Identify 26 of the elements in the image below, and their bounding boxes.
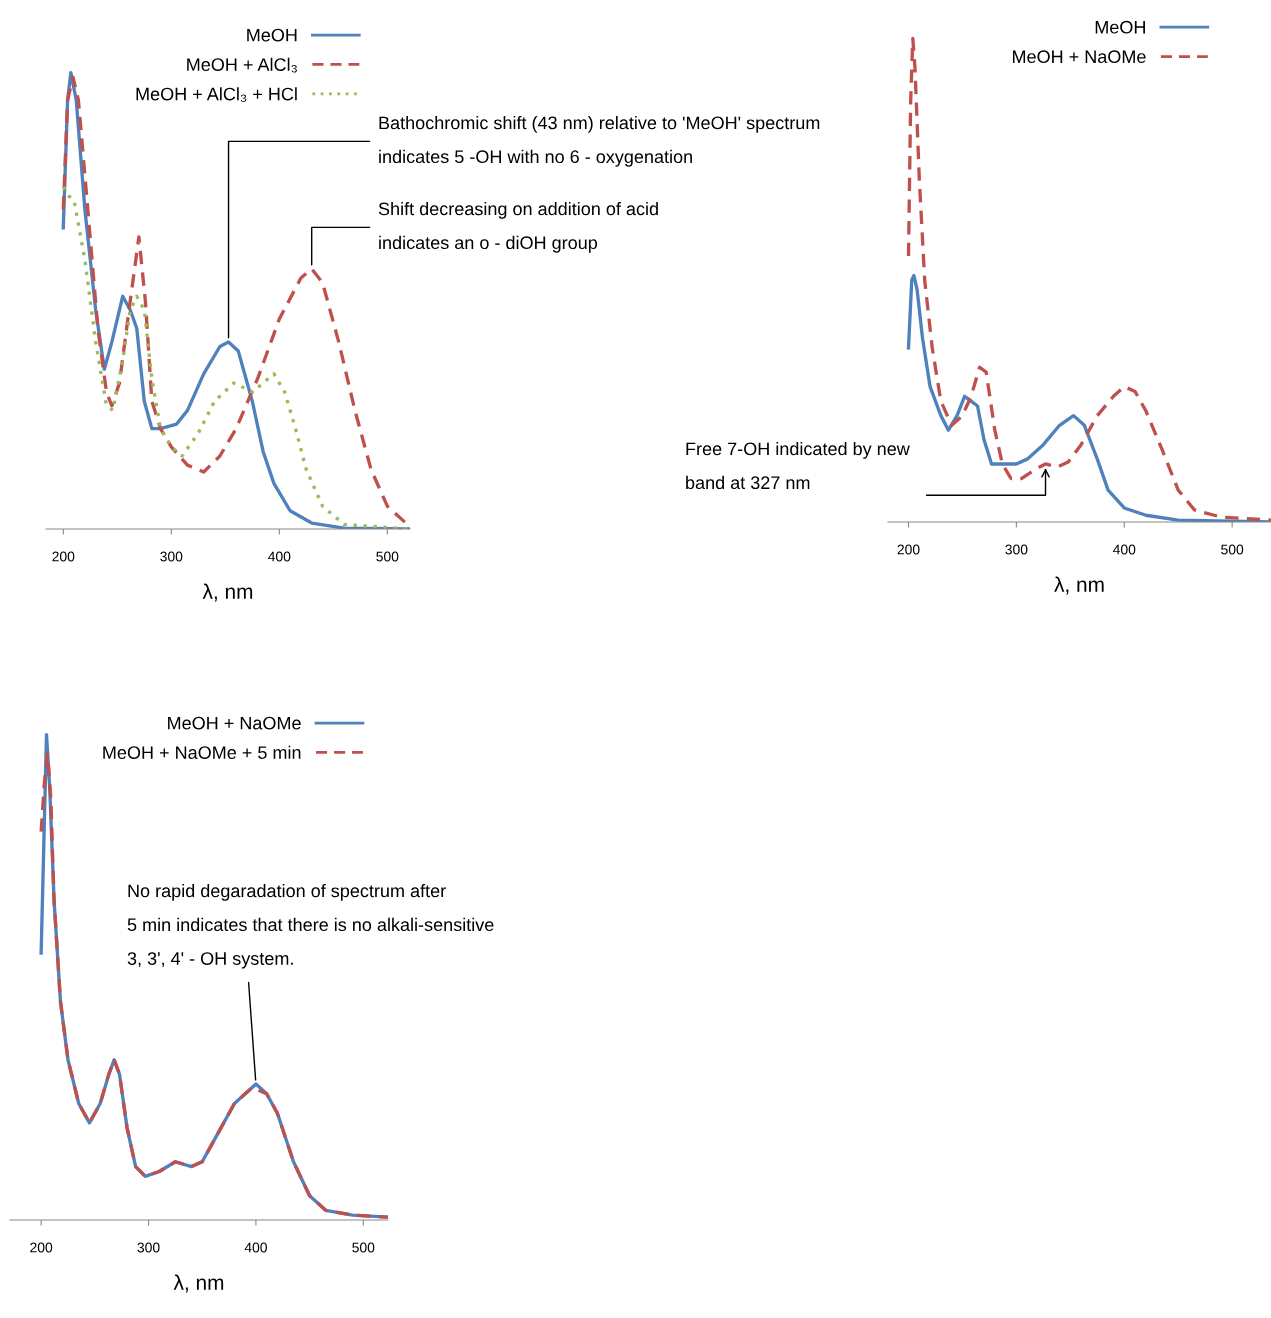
legend-label: MeOH [1095, 20, 1145, 34]
x-tick-label: 200 [897, 544, 920, 555]
x-tick-label: 500 [1221, 544, 1244, 555]
x-axis-title: λ, nm [202, 583, 253, 602]
legend-label: MeOH + NaOMe [1012, 50, 1146, 64]
annotation: Shift decreasing on addition of acid indicates an o - diOH group [378, 202, 658, 253]
x-tick-label: 300 [137, 1242, 160, 1253]
x-tick-label: 400 [1113, 544, 1136, 555]
x-tick-label: 300 [160, 551, 183, 562]
x-tick-label: 300 [1005, 544, 1028, 555]
legend-label: MeOH + AlCl₃ [187, 57, 297, 73]
legend-label: MeOH [247, 28, 297, 42]
x-axis-title: λ, nm [1054, 576, 1104, 595]
annotation: Free 7-OH indicated by new band at 327 nm [686, 442, 910, 490]
x-tick-label: 400 [244, 1242, 267, 1253]
legend-label: MeOH + AlCl₃ + HCl [136, 87, 297, 102]
legend-label: MeOH + NaOMe + 5 min [103, 745, 301, 759]
x-tick-label: 500 [376, 551, 399, 562]
x-tick-label: 200 [30, 1242, 53, 1253]
x-tick-label: 400 [268, 551, 291, 562]
x-axis-title: λ, nm [173, 1274, 224, 1293]
legend-label: MeOH + NaOMe [168, 716, 301, 730]
x-tick-label: 200 [52, 551, 75, 562]
annotation: No rapid degaradation of spectrum after 5 min indicates that there is no alkali-sensitive 3, 3', 4' - OH system. [127, 884, 494, 969]
x-tick-label: 500 [352, 1242, 375, 1253]
annotation: Bathochromic shift (43 nm) relative to 'MeOH' spectrum indicates 5 -OH with no 6 - oxygenation [379, 116, 820, 167]
